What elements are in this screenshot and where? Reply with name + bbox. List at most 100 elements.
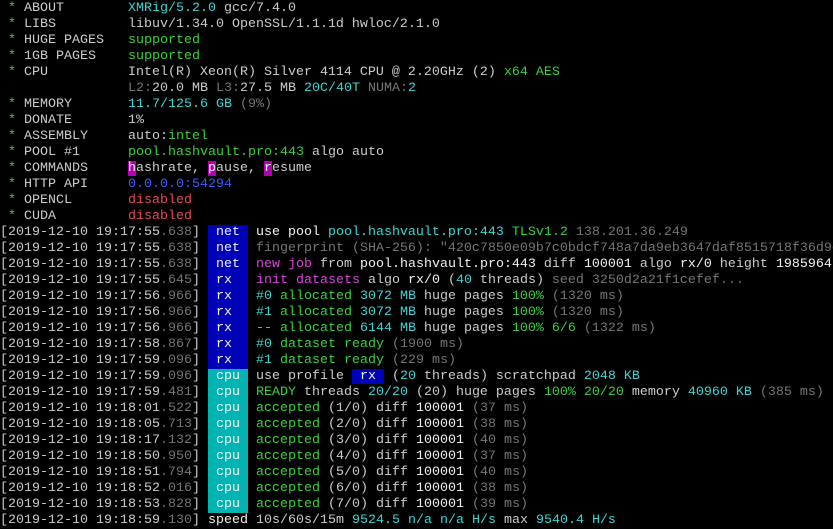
log-timestamp-ms: .966 bbox=[159, 321, 192, 336]
log-message: 20 bbox=[399, 369, 416, 384]
log-timestamp: 2019-12-10 19:17:56 bbox=[8, 289, 160, 304]
header-line: * ASSEMBLY auto:intel bbox=[0, 129, 833, 145]
log-line: [2019-12-10 19:18:05.713] cpu accepted (… bbox=[0, 417, 833, 433]
log-tag-badge: cpu bbox=[207, 465, 248, 481]
spacer bbox=[208, 417, 216, 432]
log-message: (1322 ms) bbox=[575, 321, 656, 336]
log-message: READY bbox=[255, 385, 296, 400]
log-message: 2048 KB bbox=[583, 369, 640, 384]
log-line: [2019-12-10 19:17:58.867] rx #0 dataset … bbox=[0, 337, 833, 353]
log-message: 100001 bbox=[415, 401, 464, 416]
spacer bbox=[104, 33, 128, 48]
log-tag: speed bbox=[207, 513, 248, 528]
log-line: [2019-12-10 19:17:55.638] net fingerprin… bbox=[0, 241, 833, 257]
bracket: ] bbox=[191, 289, 208, 304]
header-label: HUGE PAGES bbox=[24, 33, 104, 48]
spacer bbox=[208, 273, 216, 288]
log-message: 40960 KB bbox=[687, 385, 752, 400]
spacer bbox=[48, 65, 128, 80]
log-message: accepted bbox=[255, 433, 320, 448]
spacer bbox=[248, 257, 256, 272]
log-message: 100001 bbox=[415, 481, 464, 496]
log-message: (6/0) diff bbox=[319, 481, 416, 496]
log-message: huge pages bbox=[415, 305, 512, 320]
log-message: (229 ms) bbox=[383, 353, 456, 368]
header-value: h bbox=[128, 161, 136, 176]
spacer bbox=[248, 417, 256, 432]
log-tag-badge: rx bbox=[207, 337, 248, 353]
bracket: ] bbox=[191, 225, 208, 240]
header-value: 1% bbox=[128, 113, 144, 128]
log-message: accepted bbox=[255, 497, 320, 512]
spacer bbox=[240, 257, 248, 272]
log-tag-badge: rx bbox=[207, 289, 248, 305]
log-tag: rx bbox=[215, 353, 232, 368]
bracket: ] bbox=[191, 481, 208, 496]
spacer bbox=[248, 337, 256, 352]
log-timestamp-ms: .966 bbox=[159, 289, 192, 304]
bracket: ] bbox=[191, 465, 208, 480]
spacer bbox=[240, 433, 248, 448]
header-value: r bbox=[263, 161, 272, 176]
log-message: threads bbox=[295, 385, 368, 400]
bracket: [ bbox=[0, 433, 8, 448]
log-tag: cpu bbox=[215, 433, 240, 448]
bullet-icon: * bbox=[0, 33, 24, 48]
log-message: rx bbox=[351, 369, 384, 384]
log-message: allocated bbox=[271, 321, 352, 336]
header-line: * 1GB PAGES supported bbox=[0, 49, 833, 65]
spacer bbox=[248, 273, 256, 288]
log-message: accepted bbox=[255, 401, 320, 416]
log-message: (38 ms) bbox=[463, 481, 528, 496]
spacer bbox=[208, 481, 216, 496]
log-timestamp-ms: .950 bbox=[159, 449, 192, 464]
log-tag: net bbox=[215, 257, 240, 272]
header-value: ause, bbox=[215, 161, 264, 176]
log-message: huge pages bbox=[415, 289, 512, 304]
spacer bbox=[208, 337, 216, 352]
log-timestamp: 2019-12-10 19:17:55 bbox=[8, 273, 160, 288]
log-tag-badge: cpu bbox=[207, 401, 248, 417]
spacer bbox=[240, 481, 248, 496]
spacer bbox=[240, 241, 248, 256]
log-message: 100% 6/6 bbox=[511, 321, 576, 336]
header-value: 20.0 MB bbox=[151, 81, 216, 96]
header-value: auto: bbox=[128, 129, 168, 144]
log-tag-badge: cpu bbox=[207, 449, 248, 465]
header-label: MEMORY bbox=[24, 97, 72, 112]
header-line: * MEMORY 11.7/125.6 GB (9%) bbox=[0, 97, 833, 113]
log-message: threads) bbox=[471, 273, 544, 288]
log-tag-badge: net bbox=[207, 225, 248, 241]
log-message: (40 ms) bbox=[463, 433, 528, 448]
spacer bbox=[96, 49, 128, 64]
log-timestamp-ms: .132 bbox=[159, 433, 192, 448]
log-line: [2019-12-10 19:18:50.950] cpu accepted (… bbox=[0, 449, 833, 465]
spacer bbox=[208, 305, 216, 320]
log-tag-badge: rx bbox=[207, 353, 248, 369]
log-timestamp: 2019-12-10 19:18:50 bbox=[8, 449, 160, 464]
header-value: 11.7/125.6 GB bbox=[128, 97, 232, 112]
spacer bbox=[248, 321, 256, 336]
log-timestamp-ms: .645 bbox=[159, 273, 192, 288]
log-message: (3/0) diff bbox=[319, 433, 416, 448]
log-line: [2019-12-10 19:17:59.481] cpu READY thre… bbox=[0, 385, 833, 401]
spacer bbox=[208, 369, 216, 384]
spacer bbox=[88, 177, 128, 192]
log-message: 100% bbox=[511, 289, 544, 304]
header-value: supported bbox=[127, 49, 200, 64]
log-message: (37 ms) bbox=[463, 449, 528, 464]
spacer bbox=[208, 497, 216, 512]
log-message: 100001 bbox=[415, 497, 464, 512]
bullet-icon: * bbox=[0, 113, 24, 128]
spacer bbox=[72, 97, 128, 112]
spacer bbox=[208, 433, 216, 448]
log-message: seed 3250d2a21f1cefef... bbox=[543, 273, 744, 288]
spacer bbox=[248, 497, 256, 512]
log-message: #0 bbox=[255, 289, 272, 304]
bullet-icon: * bbox=[0, 1, 24, 16]
log-tag: cpu bbox=[215, 385, 240, 400]
header-line: * CUDA disabled bbox=[0, 209, 833, 225]
header-label: ASSEMBLY bbox=[24, 129, 88, 144]
log-timestamp-ms: .638 bbox=[159, 225, 192, 240]
